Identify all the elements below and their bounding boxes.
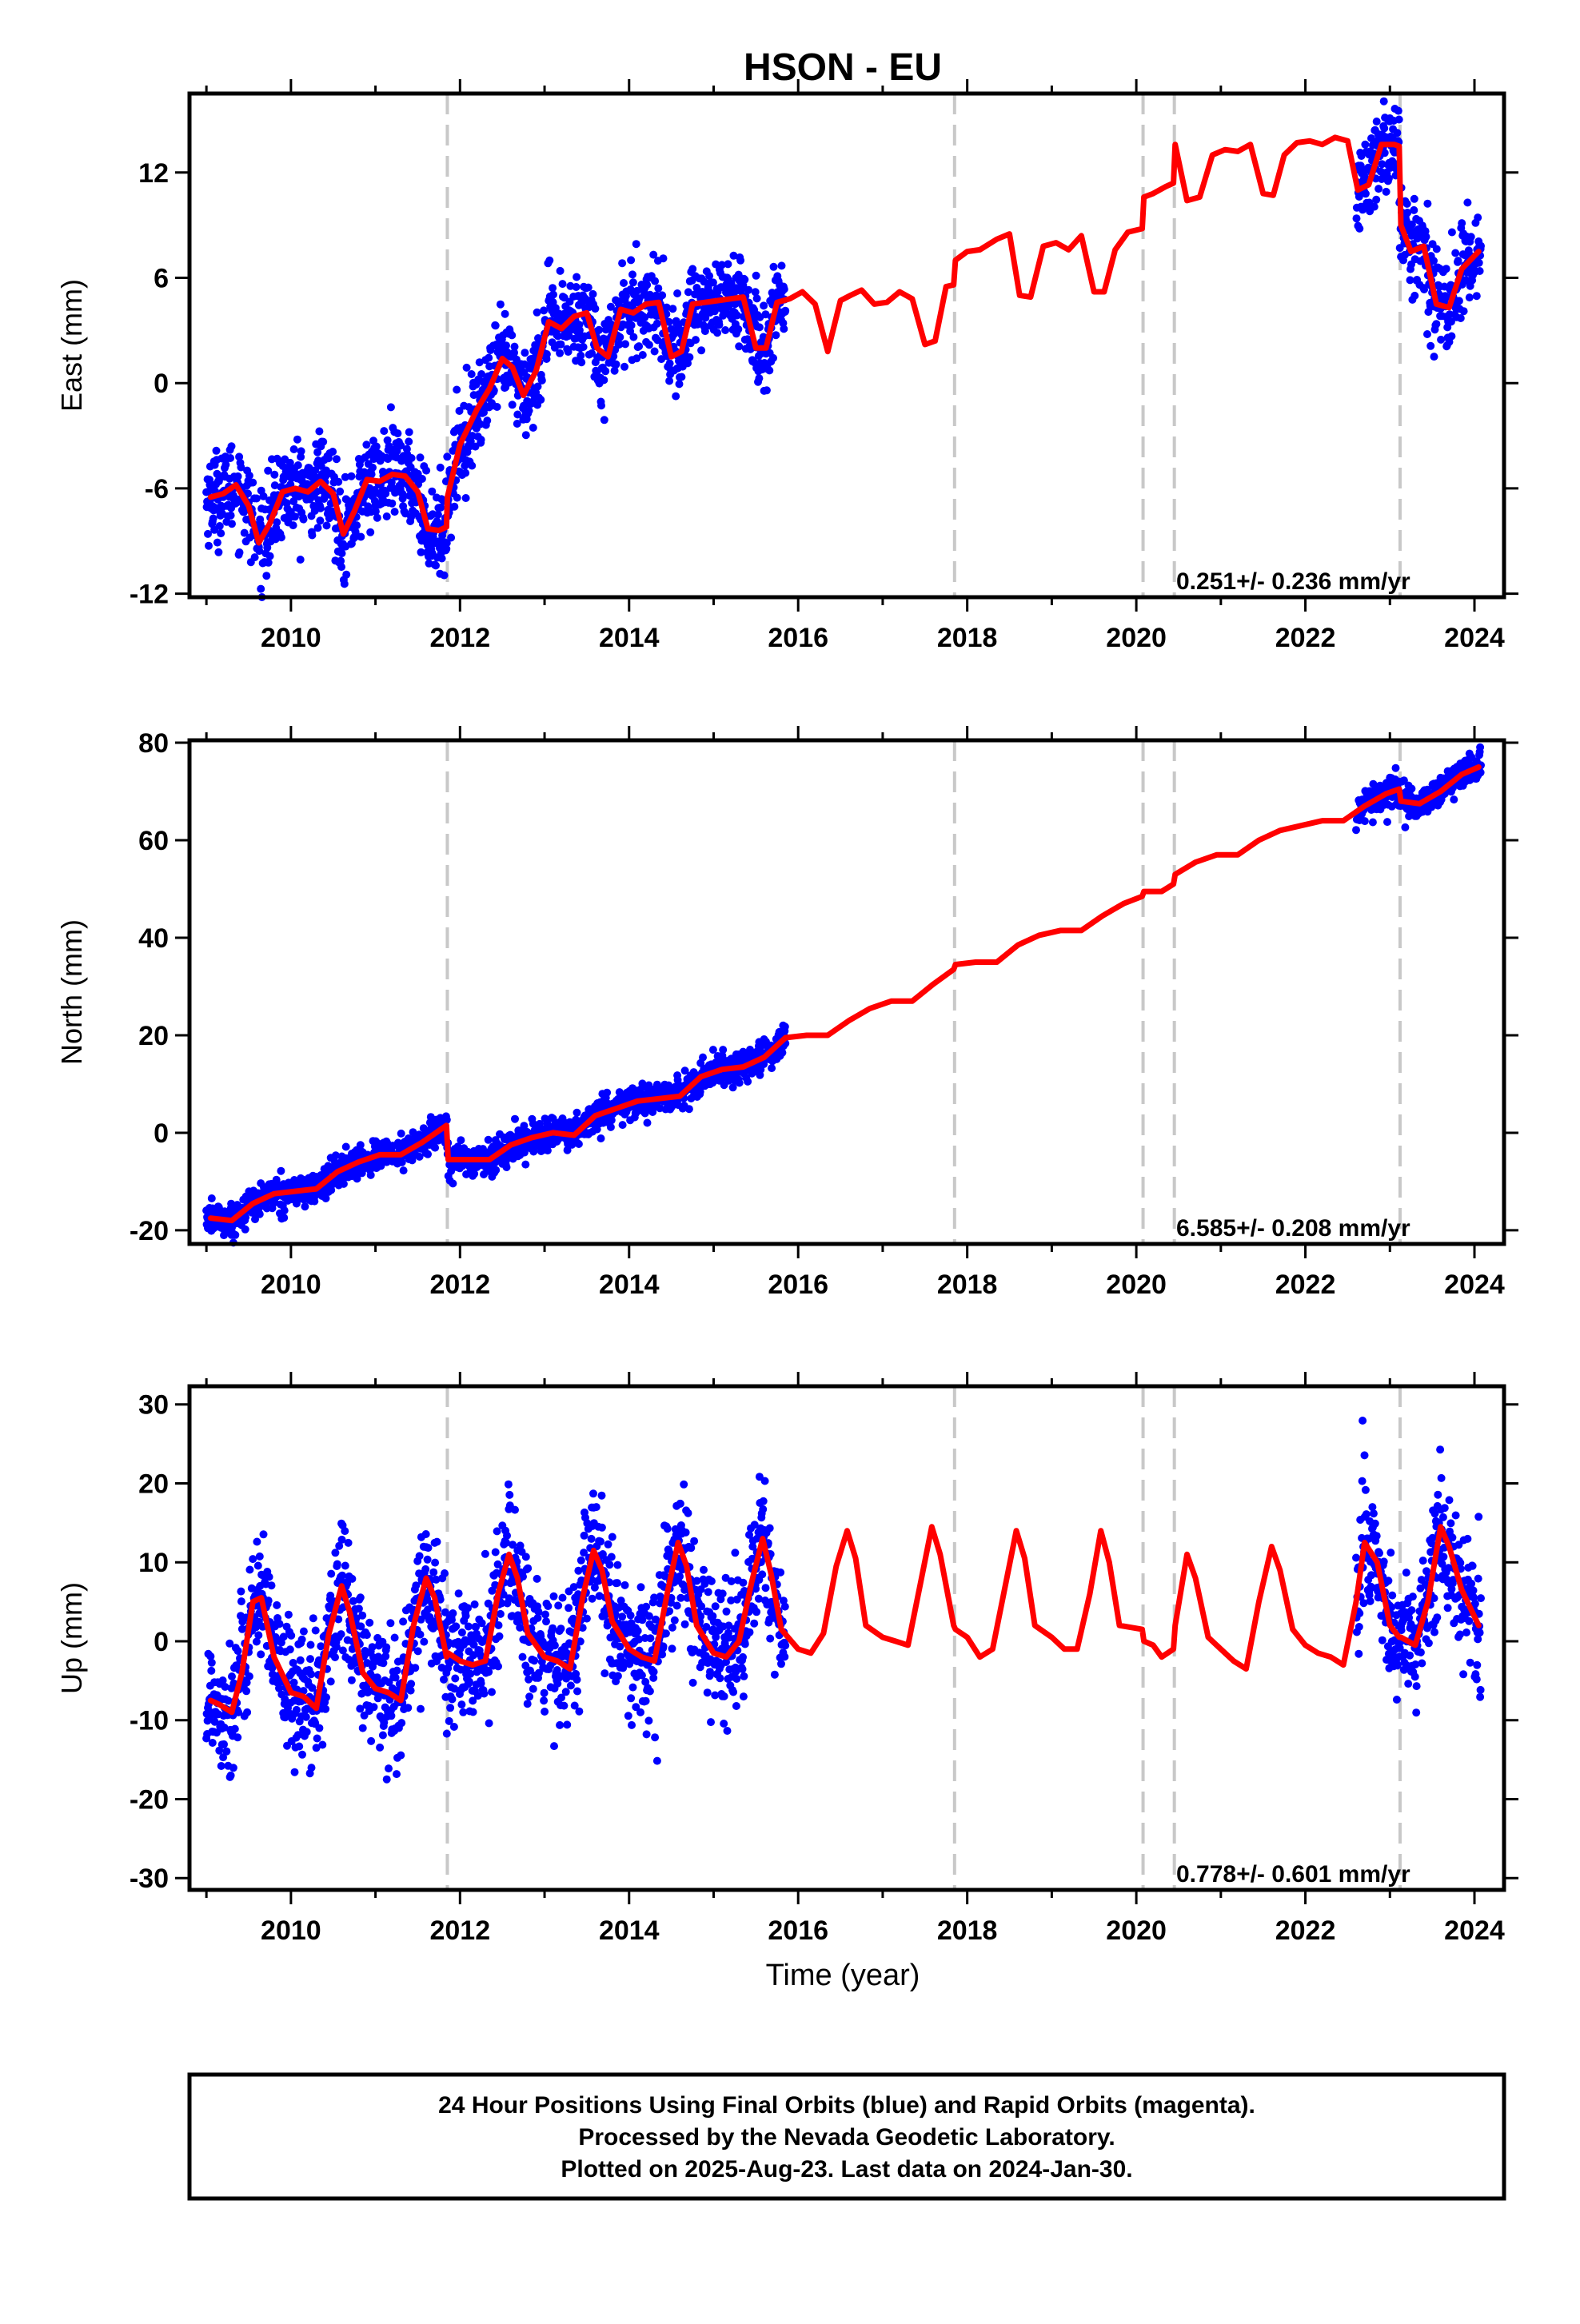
up-x-tick-label-2014: 2014 — [599, 1915, 660, 1946]
east-y-axis-title: East (mm) — [55, 279, 88, 412]
up-x-tick-label-2016: 2016 — [768, 1915, 828, 1946]
footer-line-3: Plotted on 2025-Aug-23. Last data on 202… — [561, 2156, 1132, 2182]
up-y-tick-label: 30 — [138, 1390, 169, 1421]
north-y-tick-label: 40 — [138, 923, 169, 954]
footer-line-2: Processed by the Nevada Geodetic Laborat… — [578, 2124, 1115, 2151]
north-observation-points — [202, 743, 1485, 1247]
north-x-tick-label-2024: 2024 — [1444, 1270, 1505, 1300]
up-x-tick-label-2024: 2024 — [1444, 1915, 1505, 1946]
north-x-tick-label-2012: 2012 — [429, 1270, 490, 1300]
north-y-tick-label: 80 — [138, 728, 169, 759]
east-y-tick-label: 0 — [154, 369, 169, 399]
north-y-tick-label: -20 — [130, 1216, 169, 1246]
east-x-tick-label-2024: 2024 — [1444, 623, 1505, 653]
north-x-tick-label-2022: 2022 — [1275, 1270, 1336, 1300]
x-axis-title: Time (year) — [766, 1959, 920, 1992]
east-x-tick-label-2020: 2020 — [1106, 623, 1167, 653]
east-y-tick-label: 12 — [138, 158, 169, 189]
north-x-tick-label-2016: 2016 — [768, 1270, 828, 1300]
up-x-tick-label-2022: 2022 — [1275, 1915, 1336, 1946]
up-rate-label: 0.778+/- 0.601 mm/yr — [1176, 1861, 1410, 1888]
up-x-tick-label-2010: 2010 — [261, 1915, 321, 1946]
up-y-tick-label: 20 — [138, 1469, 169, 1499]
up-x-tick-label-2018: 2018 — [937, 1915, 998, 1946]
north-x-tick-label-2010: 2010 — [261, 1270, 321, 1300]
up-y-tick-label: 10 — [138, 1548, 169, 1578]
up-x-tick-label-2012: 2012 — [429, 1915, 490, 1946]
east-panel: 2010 2012 2014 2016 2018 2020 2022 2024 -12 -6 0 6 1… — [55, 79, 1518, 653]
up-plot-frame — [190, 1386, 1504, 1890]
east-y-tick-label: -6 — [145, 474, 169, 504]
east-x-tick-label-2022: 2022 — [1275, 623, 1336, 653]
up-observation-points — [202, 1417, 1485, 1784]
east-rate-label: 0.251+/- 0.236 mm/yr — [1176, 568, 1410, 595]
north-x-tick-label-2014: 2014 — [599, 1270, 660, 1300]
north-x-tick-label-2018: 2018 — [937, 1270, 998, 1300]
up-y-tick-label: 0 — [154, 1627, 169, 1657]
up-y-axis-title: Up (mm) — [55, 1582, 88, 1694]
north-model-line — [210, 767, 1478, 1221]
east-observation-points — [202, 98, 1485, 601]
east-x-tick-label-2016: 2016 — [768, 623, 828, 653]
east-x-tick-label-2014: 2014 — [599, 623, 660, 653]
east-y-tick-label: 6 — [154, 263, 169, 293]
north-plot-frame — [190, 740, 1504, 1244]
footer-line-1: 24 Hour Positions Using Final Orbits (bl… — [438, 2092, 1255, 2119]
north-rate-label: 6.585+/- 0.208 mm/yr — [1176, 1215, 1410, 1242]
east-y-tick-label: -12 — [130, 580, 169, 610]
up-y-tick-label: -20 — [130, 1784, 169, 1815]
north-y-axis-title: North (mm) — [55, 919, 88, 1065]
north-y-tick-label: 0 — [154, 1118, 169, 1149]
east-x-tick-label-2010: 2010 — [261, 623, 321, 653]
chart-title: HSON - EU — [744, 46, 942, 89]
up-y-tick-label: -30 — [130, 1864, 169, 1894]
north-y-tick-label: 60 — [138, 826, 169, 856]
north-x-tick-label-2020: 2020 — [1106, 1270, 1167, 1300]
east-x-tick-label-2018: 2018 — [937, 623, 998, 653]
up-x-tick-label-2020: 2020 — [1106, 1915, 1167, 1946]
north-y-tick-label: 20 — [138, 1021, 169, 1051]
up-y-tick-label: -10 — [130, 1706, 169, 1736]
east-x-tick-label-2012: 2012 — [429, 623, 490, 653]
east-plot-frame — [190, 94, 1504, 597]
north-panel: 2010 2012 2014 2016 2018 2020 2022 2024 -20 0 20 40… — [55, 726, 1518, 1300]
